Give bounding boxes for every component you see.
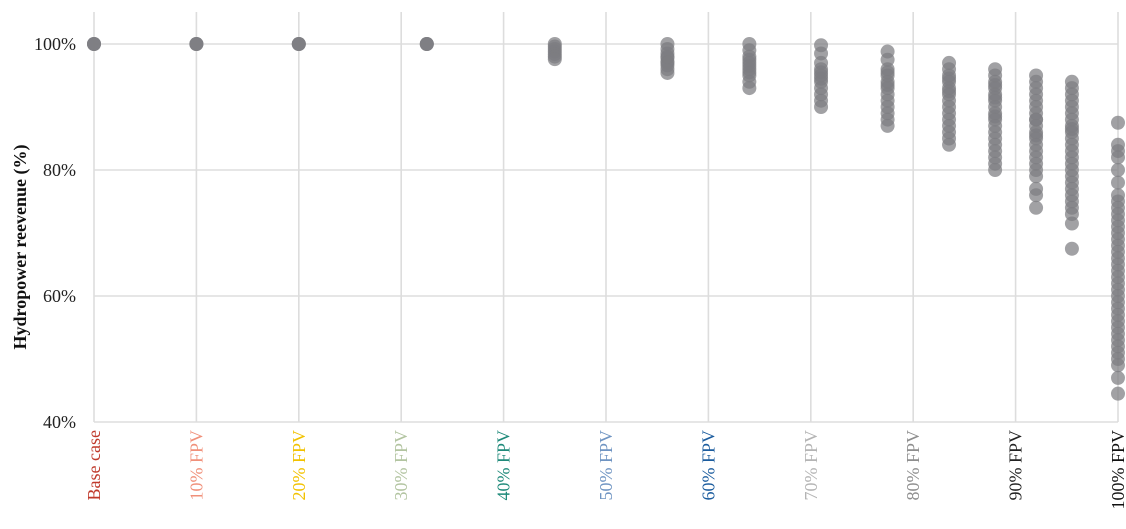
- data-point: [814, 93, 829, 108]
- data-point: [291, 37, 306, 51]
- data-points: [87, 37, 1125, 401]
- y-tick-label: 60%: [43, 286, 76, 306]
- x-tick-label: Base case: [84, 430, 104, 500]
- data-point: [988, 90, 1003, 105]
- x-tick-label: 50% FPV: [596, 430, 616, 501]
- data-point: [988, 77, 1003, 92]
- data-point: [1064, 122, 1079, 137]
- x-tick-label: 20% FPV: [289, 430, 309, 501]
- data-point: [660, 65, 675, 80]
- data-point: [419, 37, 434, 51]
- data-point: [942, 137, 957, 152]
- data-point: [814, 71, 829, 86]
- data-point: [1111, 370, 1125, 385]
- data-point: [1029, 188, 1044, 203]
- data-point: [742, 52, 757, 67]
- data-point: [1111, 150, 1125, 165]
- x-tick-label: 70% FPV: [801, 430, 821, 501]
- y-tick-label: 100%: [34, 34, 76, 54]
- data-point: [942, 71, 957, 86]
- data-point: [189, 37, 204, 51]
- data-point: [87, 37, 101, 51]
- data-point: [1029, 128, 1044, 143]
- data-point: [1029, 112, 1044, 127]
- data-point: [742, 65, 757, 80]
- data-point: [660, 55, 675, 70]
- data-point: [1111, 386, 1125, 401]
- x-tick-label: 30% FPV: [391, 430, 411, 501]
- y-tick-label: 40%: [43, 412, 76, 432]
- x-tick-label: 100% FPV: [1108, 430, 1126, 510]
- data-point: [988, 163, 1003, 177]
- data-point: [547, 52, 562, 67]
- grid-lines: [93, 12, 1119, 423]
- data-point: [880, 77, 895, 92]
- x-tick-label: 40% FPV: [494, 430, 514, 501]
- data-point: [1029, 200, 1044, 215]
- data-point: [1111, 358, 1125, 373]
- x-tick-label: 90% FPV: [1006, 430, 1026, 501]
- data-point: [1111, 115, 1125, 130]
- data-point: [1064, 241, 1079, 256]
- data-point: [880, 118, 895, 133]
- y-axis-label: Hydropower reevenue (%): [10, 145, 31, 350]
- data-point: [1029, 169, 1044, 184]
- data-point: [1111, 175, 1125, 190]
- data-point: [1111, 163, 1125, 177]
- data-point: [988, 109, 1003, 124]
- y-tick-labels: 40% 60% 80% 100%: [34, 34, 76, 432]
- y-tick-label: 80%: [43, 160, 76, 180]
- x-tick-label: 80% FPV: [903, 430, 923, 501]
- x-tick-label: 60% FPV: [698, 430, 718, 501]
- data-point: [742, 81, 757, 96]
- data-point: [1064, 216, 1079, 231]
- x-tick-label: 10% FPV: [186, 430, 206, 501]
- x-tick-labels: Base case 10% FPV 20% FPV 30% FPV 40% FPV 50%…: [84, 430, 1126, 510]
- data-point: [942, 84, 957, 99]
- data-point: [880, 65, 895, 80]
